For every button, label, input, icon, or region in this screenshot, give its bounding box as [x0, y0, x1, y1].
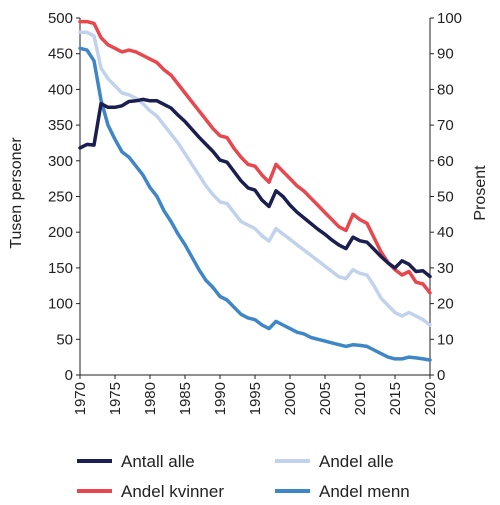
y-left-tick-label: 50: [56, 331, 73, 348]
y-right-tick-label: 50: [437, 189, 454, 206]
y-left-tick-label: 450: [48, 46, 73, 63]
y-left-tick-label: 350: [48, 117, 73, 134]
tick-labels: 0 50 100 150 200 250 300 350 400 450 500 0 10 20 30 40 5…: [48, 10, 462, 415]
y-right-tick-label: 100: [437, 10, 462, 27]
y-right-tick-label: 30: [437, 260, 454, 277]
y-right-tick-label: 80: [437, 81, 454, 98]
series-lines: [78, 19, 432, 362]
series-line-andel-alle: [78, 30, 432, 327]
series-line-andel-menn: [78, 46, 432, 362]
y-left-tick-label: 250: [48, 189, 73, 206]
y-right-tick-label: 70: [437, 117, 454, 134]
y-left-tick-label: 0: [65, 367, 73, 384]
y-left-tick-label: 100: [48, 296, 73, 313]
x-tick-label: 2000: [282, 382, 299, 415]
y-right-tick-label: 0: [437, 367, 445, 384]
x-tick-label: 2015: [387, 382, 404, 415]
y-right-tick-label: 20: [437, 296, 454, 313]
x-tick-label: 2020: [422, 382, 439, 415]
y-left-tick-label: 150: [48, 260, 73, 277]
x-tick-label: 1975: [107, 382, 124, 415]
x-tick-label: 1980: [142, 382, 159, 415]
x-tick-label: 1990: [212, 382, 229, 415]
legend-label-andel-kvinner: Andel kvinner: [121, 482, 224, 501]
x-tick-label: 2010: [352, 382, 369, 415]
y-right-tick-label: 90: [437, 46, 454, 63]
x-tick-label: 2005: [317, 382, 334, 415]
series-line-antall-alle: [78, 97, 432, 279]
legend: Antall alle Andel alle Andel kvinner Andel …: [77, 452, 410, 501]
y-right-tick-label: 40: [437, 224, 454, 241]
x-tick-label: 1985: [177, 382, 194, 415]
y-axis-right-title: Prosent: [472, 165, 489, 221]
series-line-andel-kvinner: [78, 19, 432, 295]
y-right-tick-label: 60: [437, 153, 454, 170]
y-left-tick-label: 300: [48, 153, 73, 170]
y-left-tick-label: 200: [48, 224, 73, 241]
x-tick-label: 1995: [247, 382, 264, 415]
legend-label-antall-alle: Antall alle: [121, 452, 195, 471]
legend-label-andel-menn: Andel menn: [319, 482, 410, 501]
legend-label-andel-alle: Andel alle: [319, 452, 394, 471]
y-left-tick-label: 400: [48, 81, 73, 98]
x-tick-label: 1970: [72, 382, 89, 415]
y-left-tick-label: 500: [48, 10, 73, 27]
y-right-tick-label: 10: [437, 331, 454, 348]
y-axis-left-title: Tusen personer: [8, 137, 25, 249]
